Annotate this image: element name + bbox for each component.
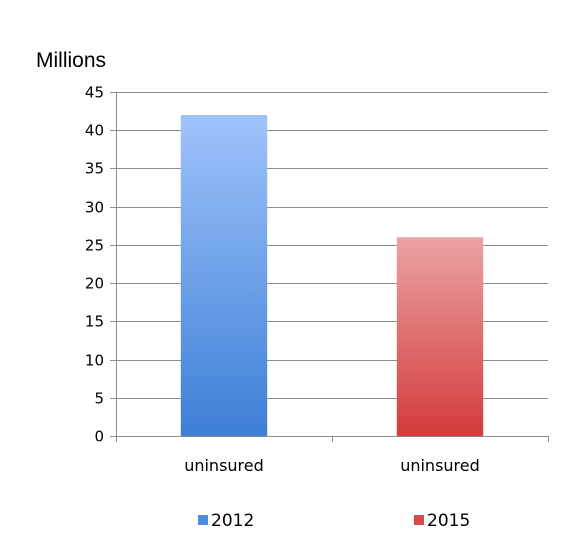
y-tick-label: 40 bbox=[85, 122, 104, 140]
y-tick-label: 35 bbox=[85, 160, 104, 178]
y-tick-label: 5 bbox=[94, 390, 104, 408]
y-tick-label: 10 bbox=[85, 352, 104, 370]
y-axis-label: Millions bbox=[36, 49, 106, 72]
bar-2012 bbox=[180, 114, 268, 436]
legend-label-2012: 2012 bbox=[211, 511, 254, 531]
bar-2015 bbox=[396, 237, 484, 436]
axes: 0 5 10 15 20 25 30 35 40 45 uninsured uninsured bbox=[85, 84, 549, 475]
legend-swatch-2012 bbox=[198, 515, 208, 525]
y-tick-label: 0 bbox=[94, 428, 104, 446]
x-tick-label: uninsured bbox=[400, 456, 480, 475]
y-tick-label: 45 bbox=[85, 84, 104, 102]
legend-swatch-2015 bbox=[414, 515, 424, 525]
legend: 2012 2015 bbox=[198, 511, 470, 531]
bars bbox=[180, 114, 484, 436]
legend-label-2015: 2015 bbox=[427, 511, 470, 531]
y-tick-label: 20 bbox=[85, 275, 104, 293]
y-tick-label: 25 bbox=[85, 237, 104, 255]
y-tick-label: 30 bbox=[85, 199, 104, 217]
y-tick-label: 15 bbox=[85, 313, 104, 331]
x-tick-label: uninsured bbox=[184, 456, 264, 475]
